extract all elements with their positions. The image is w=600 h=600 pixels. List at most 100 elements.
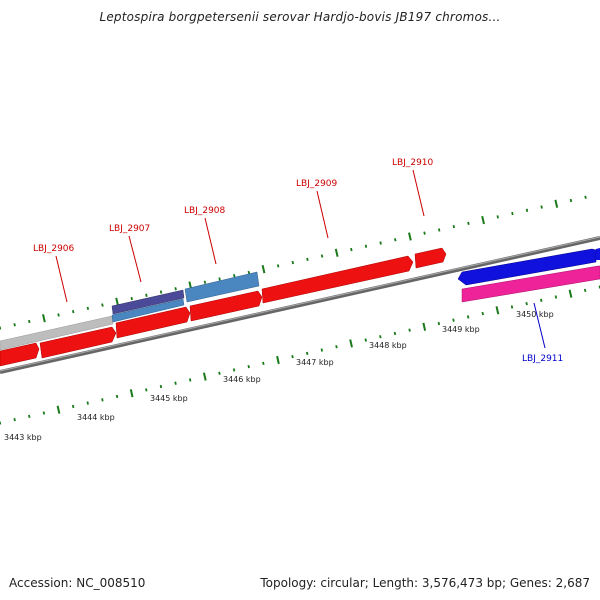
inner-scale-minor-tick [466, 315, 470, 319]
inner-scale-major-tick [276, 355, 280, 365]
inner-scale-major-tick [422, 322, 427, 331]
inner-scale-minor-tick [262, 361, 265, 366]
gene-label-lbj-2910[interactable]: LBJ_2910 [392, 158, 434, 168]
feature-gray[interactable] [0, 315, 114, 351]
inner-scale-minor-tick [13, 417, 16, 422]
tick-row-outer [0, 195, 587, 330]
outer-scale-major-tick [261, 264, 266, 274]
inner-scale-minor-tick [291, 354, 294, 359]
outer-scale-minor-tick [525, 208, 529, 212]
inner-scale-minor-tick [554, 295, 558, 299]
outer-scale-minor-tick [350, 247, 353, 252]
outer-scale-minor-tick [159, 290, 163, 294]
cds-arrow-2[interactable] [39, 326, 117, 359]
outer-scale-major-tick [334, 248, 339, 257]
outer-scale-minor-tick [276, 264, 280, 268]
outer-scale-minor-tick [291, 260, 294, 265]
genome-summary-text: Topology: circular; Length: 3,576,473 bp… [260, 576, 590, 590]
inner-scale-major-tick [568, 289, 573, 298]
outer-scale-minor-tick [423, 231, 426, 235]
backbone [0, 236, 600, 374]
inner-scale-major-tick [495, 306, 500, 315]
inner-scale-minor-tick [28, 414, 31, 419]
feature-magenta[interactable] [461, 265, 600, 303]
outer-scale-minor-tick [28, 319, 31, 324]
outer-scale-minor-tick [247, 270, 251, 275]
inner-scale-minor-tick [437, 321, 441, 326]
cds-arrow-6[interactable] [414, 247, 447, 269]
kbp-label-3445: 3445 kbp [150, 394, 188, 403]
inner-scale-major-tick [202, 372, 207, 381]
inner-scale-minor-tick [408, 328, 411, 332]
inner-scale-minor-tick [159, 384, 163, 389]
outer-scale-minor-tick [569, 198, 573, 203]
gene-label-lbj-2911[interactable]: LBJ_2911 [522, 354, 563, 364]
inner-scale-minor-tick [101, 398, 104, 402]
outer-scale-minor-tick [320, 254, 324, 258]
cds-arrow-4[interactable] [189, 290, 263, 322]
gene-label-lbj-2909[interactable]: LBJ_2909 [296, 179, 338, 189]
inner-scale-minor-tick [540, 298, 543, 303]
inner-scale-minor-tick [379, 335, 382, 339]
inner-scale-minor-tick [320, 348, 324, 352]
feature-lbj-2908-steel[interactable] [184, 271, 260, 303]
outer-scale-minor-tick [511, 211, 514, 216]
inner-scale-minor-tick [364, 338, 367, 342]
inner-scale-minor-tick [71, 404, 75, 409]
feature-lbj-2907-steel[interactable] [111, 298, 185, 323]
cds-arrow-5[interactable] [261, 255, 414, 304]
kbp-label-3444: 3444 kbp [77, 413, 115, 422]
inner-scale-minor-tick [510, 305, 514, 309]
inner-scale-minor-tick [583, 288, 587, 293]
outer-scale-minor-tick [203, 280, 207, 284]
inner-scale-minor-tick [306, 351, 309, 355]
inner-scale-minor-tick [42, 411, 46, 415]
gene-label-lbj-2908[interactable]: LBJ_2908 [184, 206, 226, 216]
kbp-label-3448: 3448 kbp [369, 341, 407, 350]
gene-labels: LBJ_2906 LBJ_2907 LBJ_2908 LBJ_2909 LBJ_… [33, 158, 563, 364]
feature-track-cds [0, 247, 447, 367]
feature-track-lower [457, 248, 600, 303]
inner-scale-minor-tick [145, 388, 148, 392]
outer-scale-minor-tick [72, 310, 75, 314]
kbp-label-3446: 3446 kbp [223, 375, 261, 384]
kbp-label-3447: 3447 kbp [296, 358, 334, 367]
outer-scale-minor-tick [13, 323, 16, 327]
outer-scale-minor-tick [540, 205, 543, 209]
feature-blue-edge[interactable] [596, 248, 600, 260]
outer-scale-major-tick [115, 297, 119, 306]
outer-scale-minor-tick [467, 221, 470, 226]
kbp-labels: 3443 kbp 3444 kbp 3445 kbp 3446 kbp 3447… [4, 310, 554, 442]
outer-scale-minor-tick [218, 277, 221, 281]
outer-scale-minor-tick [364, 244, 368, 248]
kbp-label-3443: 3443 kbp [4, 433, 42, 442]
inner-scale-minor-tick [452, 318, 455, 322]
feature-lbj-2907-navy[interactable] [111, 289, 185, 315]
kbp-label-3450: 3450 kbp [516, 310, 554, 319]
outer-scale-minor-tick [130, 296, 133, 301]
inner-scale-minor-tick [174, 381, 177, 385]
outer-scale-minor-tick [233, 273, 236, 278]
cds-arrow-3[interactable] [115, 306, 191, 339]
cds-arrow-1[interactable] [0, 342, 40, 367]
feature-lbj-2911-blue[interactable] [457, 248, 597, 286]
outer-scale-minor-tick [496, 215, 499, 219]
outer-scale-minor-tick [394, 238, 397, 242]
outer-scale-major-tick [42, 314, 46, 323]
gene-label-lbj-2907[interactable]: LBJ_2907 [109, 224, 150, 234]
outer-scale-minor-tick [145, 293, 148, 297]
inner-scale-minor-tick [335, 345, 338, 349]
gene-label-lbj-2906[interactable]: LBJ_2906 [33, 244, 75, 254]
outer-scale-minor-tick [438, 228, 441, 232]
outer-scale-minor-tick [101, 303, 104, 307]
inner-scale-minor-tick [115, 394, 119, 399]
tick-row-inner [0, 285, 600, 425]
inner-scale-minor-tick [86, 401, 89, 405]
kbp-label-3449: 3449 kbp [442, 325, 480, 334]
inner-scale-major-tick [349, 339, 353, 348]
outer-scale-minor-tick [584, 195, 587, 199]
inner-scale-major-tick [129, 389, 134, 398]
outer-scale-minor-tick [452, 225, 455, 229]
outer-scale-major-tick [481, 215, 485, 225]
